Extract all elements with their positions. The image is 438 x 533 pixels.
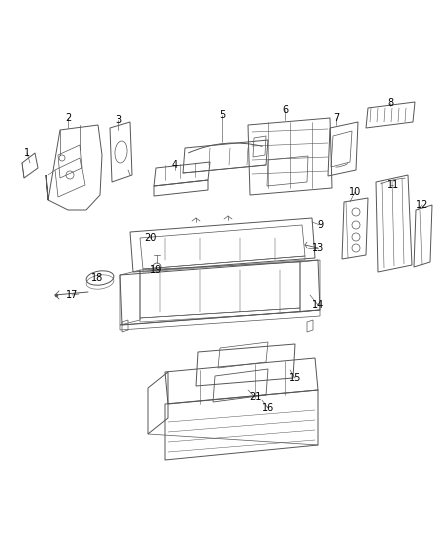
Text: 17: 17 [66,290,78,300]
Text: 12: 12 [416,200,428,210]
Text: 16: 16 [262,403,274,413]
Text: 19: 19 [150,265,162,275]
Text: 14: 14 [312,300,324,310]
Text: 6: 6 [282,105,288,115]
Text: 10: 10 [349,187,361,197]
Text: 2: 2 [65,113,71,123]
Text: 9: 9 [317,220,323,230]
Text: 20: 20 [144,233,156,243]
Text: 11: 11 [387,180,399,190]
Text: 15: 15 [289,373,301,383]
Text: 8: 8 [387,98,393,108]
Text: 4: 4 [172,160,178,170]
Text: 1: 1 [24,148,30,158]
Text: 21: 21 [249,392,261,402]
Text: 7: 7 [333,113,339,123]
Text: 5: 5 [219,110,225,120]
Text: 3: 3 [115,115,121,125]
Text: 18: 18 [91,273,103,283]
Text: 13: 13 [312,243,324,253]
